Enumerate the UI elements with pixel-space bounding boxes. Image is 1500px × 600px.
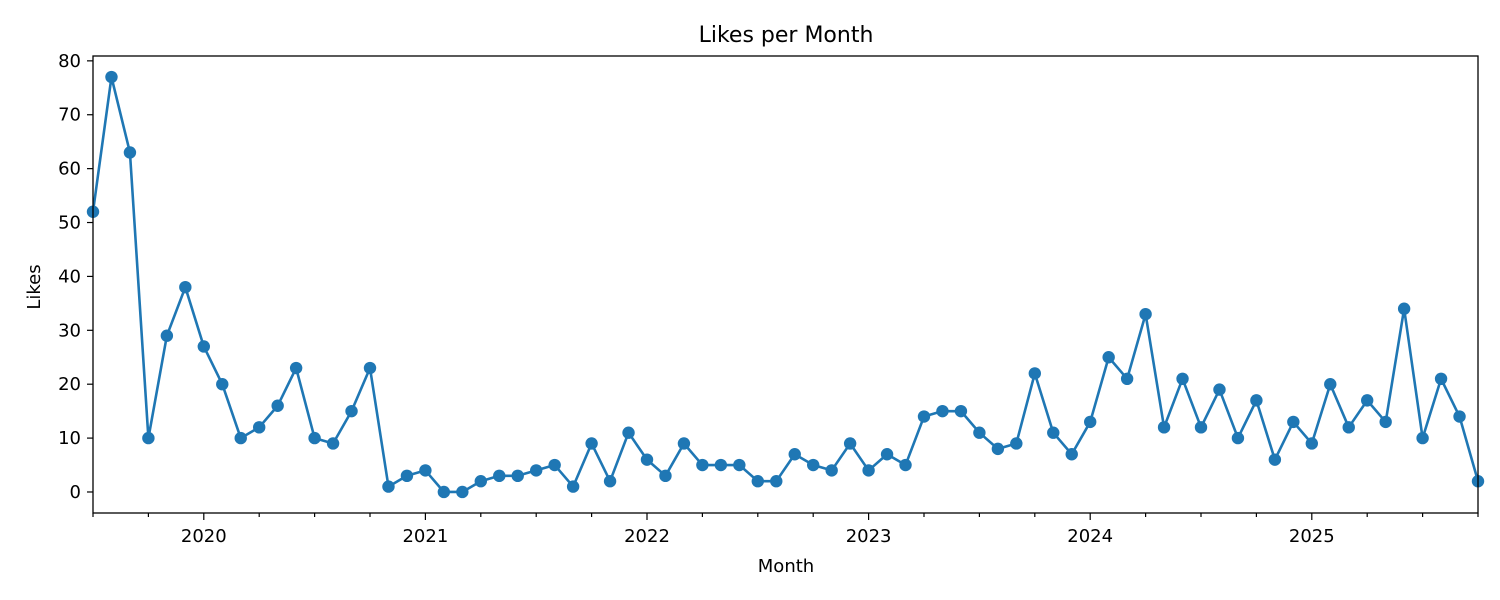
data-point xyxy=(382,480,395,493)
data-point xyxy=(1379,415,1392,429)
data-point xyxy=(1139,307,1152,321)
data-point xyxy=(640,453,654,466)
data-point xyxy=(936,404,949,418)
x-axis-label: Month xyxy=(758,556,814,577)
data-point xyxy=(1157,421,1171,434)
data-point xyxy=(1342,421,1355,434)
data-point xyxy=(1102,351,1115,364)
y-tick-label: 40 xyxy=(58,266,81,287)
data-point xyxy=(474,475,487,488)
x-tick-label: 2025 xyxy=(1289,526,1335,547)
data-point xyxy=(1213,383,1226,396)
data-point xyxy=(253,421,266,434)
y-tick-label: 80 xyxy=(58,51,81,72)
data-point xyxy=(400,469,414,483)
data-point xyxy=(234,431,247,445)
data-point xyxy=(123,146,137,159)
x-tick-label: 2023 xyxy=(846,526,892,547)
data-point xyxy=(733,458,746,472)
data-point xyxy=(1084,415,1097,429)
x-tick-label: 2021 xyxy=(402,526,448,547)
data-point xyxy=(677,437,691,450)
data-point xyxy=(770,475,783,488)
data-point xyxy=(696,458,709,472)
data-point xyxy=(1028,367,1042,380)
data-point xyxy=(1361,394,1374,407)
data-point xyxy=(1065,448,1078,461)
y-axis: 0 10 20 30 40 50 60 70 80 xyxy=(58,51,93,503)
data-point xyxy=(659,469,672,483)
data-point xyxy=(548,458,561,472)
x-tick-label: 2020 xyxy=(181,526,227,547)
data-point xyxy=(216,377,229,391)
y-tick-label: 20 xyxy=(58,374,81,395)
plot-frame xyxy=(92,55,1479,514)
data-point xyxy=(603,475,617,488)
data-point xyxy=(825,464,838,477)
data-point xyxy=(807,458,820,472)
x-tick-label: 2022 xyxy=(624,526,670,547)
data-point xyxy=(160,329,174,342)
data-point xyxy=(271,399,284,412)
plot-area xyxy=(86,70,1485,499)
data-point xyxy=(419,464,432,477)
y-axis-label: Likes xyxy=(24,264,45,309)
data-point xyxy=(1250,394,1263,407)
data-point xyxy=(917,410,931,423)
data-point xyxy=(954,404,968,418)
data-point xyxy=(289,361,303,375)
data-point xyxy=(530,464,543,477)
data-point xyxy=(1305,437,1319,450)
data-point xyxy=(880,448,894,461)
x-axis: 2020 2021 2022 2023 2024 2025 xyxy=(92,513,1479,547)
data-point xyxy=(585,437,598,450)
data-point xyxy=(1324,377,1337,391)
data-point xyxy=(1231,431,1245,445)
data-point xyxy=(456,485,469,499)
data-point xyxy=(622,426,635,439)
data-point xyxy=(1194,421,1208,434)
data-point xyxy=(1453,410,1466,423)
data-point xyxy=(105,70,118,84)
data-point xyxy=(751,475,764,488)
y-tick-label: 70 xyxy=(58,105,81,126)
data-point xyxy=(788,448,801,461)
data-point xyxy=(363,361,377,375)
data-point xyxy=(345,404,358,418)
data-point xyxy=(437,485,451,499)
y-tick-label: 50 xyxy=(58,213,81,234)
data-point xyxy=(179,280,192,294)
data-point xyxy=(862,464,875,477)
y-tick-label: 60 xyxy=(58,159,81,180)
data-point xyxy=(1268,453,1282,466)
data-point xyxy=(991,442,1005,456)
data-point xyxy=(1120,372,1134,386)
series-line xyxy=(91,75,1480,494)
data-point xyxy=(511,469,524,483)
data-point xyxy=(142,431,155,445)
y-tick-label: 30 xyxy=(58,320,81,341)
y-tick-label: 10 xyxy=(58,428,81,449)
data-point xyxy=(1287,415,1300,429)
chart-title: Likes per Month xyxy=(699,23,874,48)
data-point xyxy=(899,458,912,472)
data-point xyxy=(1434,372,1448,386)
data-point xyxy=(326,437,340,450)
data-point xyxy=(1010,437,1023,450)
data-point xyxy=(308,431,321,445)
data-point xyxy=(973,426,986,439)
data-point xyxy=(566,480,580,493)
y-tick-label: 0 xyxy=(70,482,81,503)
x-tick-label: 2024 xyxy=(1067,526,1113,547)
data-point xyxy=(1047,426,1060,439)
data-point xyxy=(197,340,210,353)
data-point xyxy=(843,437,857,450)
data-point xyxy=(1416,431,1429,445)
data-point xyxy=(1397,302,1411,315)
data-point xyxy=(493,469,506,483)
data-point xyxy=(1176,372,1189,386)
data-point xyxy=(714,458,728,472)
